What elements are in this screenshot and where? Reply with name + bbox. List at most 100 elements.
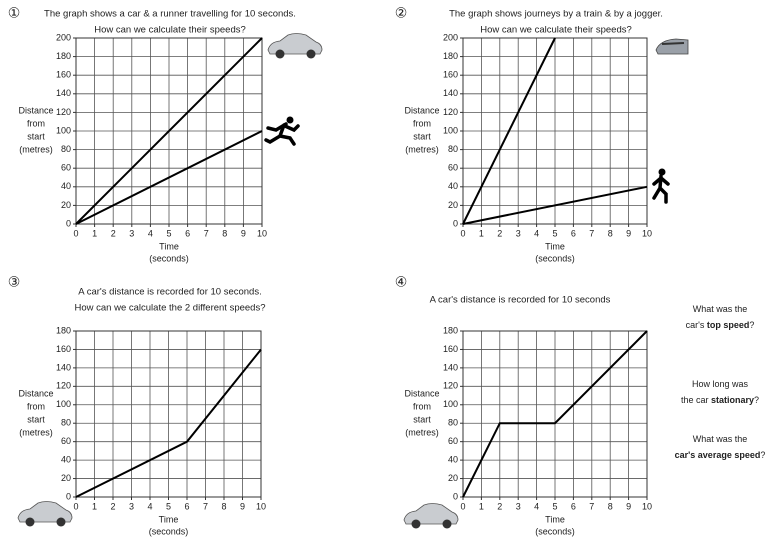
y-tick-label: 40 bbox=[61, 181, 71, 191]
train-icon bbox=[655, 38, 689, 55]
x-tick-label: 9 bbox=[241, 228, 246, 238]
y-tick-label: 140 bbox=[56, 362, 71, 372]
y-tick-label: 120 bbox=[443, 107, 458, 117]
y-axis-label: Distance bbox=[404, 388, 439, 398]
x-axis-label: (seconds) bbox=[535, 526, 575, 536]
x-tick-label: 3 bbox=[129, 228, 134, 238]
y-tick-label: 20 bbox=[448, 473, 458, 483]
y-axis-label: from bbox=[27, 118, 45, 128]
x-tick-label: 7 bbox=[589, 501, 594, 511]
y-tick-label: 60 bbox=[61, 436, 71, 446]
y-axis-label: from bbox=[413, 118, 431, 128]
y-tick-label: 100 bbox=[56, 399, 71, 409]
y-axis-label: start bbox=[27, 131, 45, 141]
question-part: car's average speed bbox=[675, 450, 761, 460]
chart-title: How can we calculate their speeds? bbox=[480, 25, 632, 36]
question-part: What was the bbox=[693, 434, 748, 444]
x-tick-label: 6 bbox=[571, 501, 576, 511]
x-tick-label: 10 bbox=[256, 501, 266, 511]
jogger-icon bbox=[652, 168, 670, 204]
x-axis-label: (seconds) bbox=[535, 253, 575, 263]
y-axis-label: Distance bbox=[18, 105, 53, 115]
y-axis-label: start bbox=[413, 131, 431, 141]
y-tick-label: 40 bbox=[448, 454, 458, 464]
chart-title: The graph shows a car & a runner travell… bbox=[44, 9, 296, 20]
plot-frame bbox=[75, 330, 262, 498]
x-axis-label: (seconds) bbox=[149, 526, 189, 536]
y-tick-label: 60 bbox=[61, 163, 71, 173]
question-part: What was the bbox=[693, 304, 748, 314]
y-tick-label: 80 bbox=[61, 144, 71, 154]
y-tick-label: 20 bbox=[61, 200, 71, 210]
y-axis-label: start bbox=[27, 414, 45, 424]
y-tick-label: 80 bbox=[448, 418, 458, 428]
x-axis-label: Time bbox=[159, 514, 179, 524]
x-axis-label: (seconds) bbox=[149, 253, 189, 263]
x-tick-label: 10 bbox=[642, 228, 652, 238]
data-line bbox=[462, 37, 556, 225]
car-icon bbox=[267, 33, 323, 59]
x-tick-label: 8 bbox=[222, 228, 227, 238]
question: car's top speed? bbox=[686, 320, 755, 330]
chart-title: How can we calculate their speeds? bbox=[94, 25, 246, 36]
x-tick-label: 0 bbox=[460, 228, 465, 238]
x-tick-label: 4 bbox=[148, 228, 153, 238]
question-number: ④ bbox=[395, 274, 408, 290]
question-number: ② bbox=[395, 5, 408, 21]
y-tick-label: 100 bbox=[443, 399, 458, 409]
x-tick-label: 5 bbox=[552, 228, 557, 238]
y-axis-label: start bbox=[413, 414, 431, 424]
x-axis-label: Time bbox=[545, 241, 565, 251]
x-tick-label: 2 bbox=[497, 501, 502, 511]
y-tick-label: 40 bbox=[61, 454, 71, 464]
y-axis-label: (metres) bbox=[405, 427, 439, 437]
x-tick-label: 4 bbox=[534, 228, 539, 238]
y-tick-label: 180 bbox=[56, 325, 71, 335]
y-tick-label: 120 bbox=[56, 107, 71, 117]
data-line bbox=[75, 130, 263, 225]
x-tick-label: 4 bbox=[147, 501, 152, 511]
y-tick-label: 20 bbox=[61, 473, 71, 483]
y-tick-label: 160 bbox=[56, 70, 71, 80]
question-part: ? bbox=[760, 450, 765, 460]
y-tick-label: 0 bbox=[453, 218, 458, 228]
y-tick-label: 140 bbox=[443, 362, 458, 372]
chart-title: A car's distance is recorded for 10 seco… bbox=[430, 295, 611, 306]
y-tick-label: 0 bbox=[66, 491, 71, 501]
y-tick-label: 160 bbox=[443, 70, 458, 80]
x-tick-label: 3 bbox=[129, 501, 134, 511]
y-tick-label: 60 bbox=[448, 163, 458, 173]
y-tick-label: 180 bbox=[443, 51, 458, 61]
question-part: How long was bbox=[692, 379, 749, 389]
y-tick-label: 160 bbox=[443, 344, 458, 354]
y-tick-label: 40 bbox=[448, 181, 458, 191]
y-tick-label: 20 bbox=[448, 200, 458, 210]
x-tick-label: 3 bbox=[516, 501, 521, 511]
x-tick-label: 0 bbox=[460, 501, 465, 511]
x-tick-label: 8 bbox=[608, 228, 613, 238]
question-part: stationary bbox=[711, 395, 754, 405]
x-tick-label: 5 bbox=[166, 228, 171, 238]
y-tick-label: 100 bbox=[56, 125, 71, 135]
x-tick-label: 6 bbox=[571, 228, 576, 238]
data-line bbox=[462, 185, 648, 225]
x-tick-label: 9 bbox=[240, 501, 245, 511]
y-tick-label: 140 bbox=[443, 88, 458, 98]
y-axis-label: (metres) bbox=[19, 144, 53, 154]
y-tick-label: 140 bbox=[56, 88, 71, 98]
x-tick-label: 2 bbox=[111, 228, 116, 238]
y-axis-label: Distance bbox=[18, 388, 53, 398]
data-line bbox=[75, 37, 263, 225]
y-axis-label: Distance bbox=[404, 105, 439, 115]
x-tick-label: 0 bbox=[73, 228, 78, 238]
x-tick-label: 8 bbox=[608, 501, 613, 511]
y-tick-label: 180 bbox=[56, 51, 71, 61]
plot-frame bbox=[462, 330, 648, 498]
x-tick-label: 7 bbox=[589, 228, 594, 238]
x-tick-label: 9 bbox=[626, 501, 631, 511]
y-tick-label: 200 bbox=[56, 32, 71, 42]
x-tick-label: 10 bbox=[642, 501, 652, 511]
x-tick-label: 9 bbox=[626, 228, 631, 238]
y-tick-label: 60 bbox=[448, 436, 458, 446]
y-axis-label: from bbox=[27, 401, 45, 411]
